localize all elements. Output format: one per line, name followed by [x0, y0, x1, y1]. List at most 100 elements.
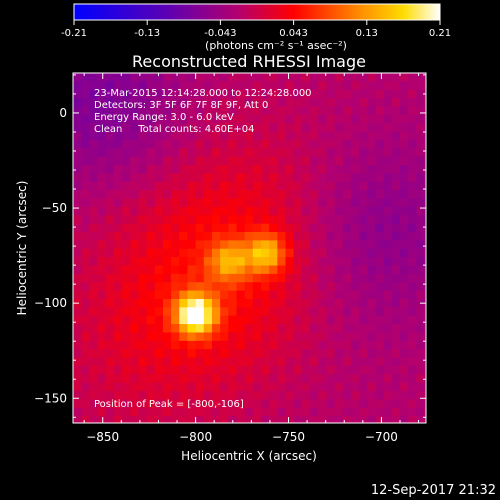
heatmap-cell [375, 148, 385, 158]
heatmap-cell [285, 307, 295, 317]
heatmap-cell [359, 282, 368, 292]
heatmap-cell [89, 190, 99, 200]
heatmap-cell [179, 324, 189, 334]
heatmap-cell [277, 139, 287, 149]
heatmap-cell [399, 106, 409, 116]
heatmap-cell [359, 156, 368, 166]
heatmap-cell [318, 139, 328, 149]
heatmap-cell [171, 340, 180, 350]
heatmap-cell [97, 265, 107, 275]
heatmap-cell [350, 215, 360, 225]
heatmap-cell [236, 332, 246, 342]
heatmap-cell [293, 81, 303, 91]
heatmap-cell [416, 365, 426, 375]
heatmap-cell [383, 240, 393, 250]
heatmap-cell [73, 181, 82, 191]
heatmap-cell [122, 148, 131, 158]
heatmap-cell [138, 349, 148, 359]
heatmap-cell [220, 324, 229, 334]
heatmap-cell [269, 416, 278, 423]
heatmap-cell [187, 232, 197, 241]
heatmap-cell [146, 215, 156, 225]
heatmap-cell [122, 399, 131, 409]
heatmap-cell [130, 265, 139, 275]
heatmap-cell [244, 240, 254, 250]
heatmap-cell [220, 240, 229, 250]
heatmap-cell [350, 257, 360, 267]
heatmap-cell [252, 324, 262, 334]
heatmap-cell [146, 123, 156, 133]
heatmap-cell [261, 223, 270, 233]
heatmap-cell [293, 290, 303, 300]
heatmap-cell [228, 365, 238, 375]
heatmap-cell [162, 223, 172, 233]
heatmap-cell [236, 114, 246, 124]
heatmap-cell [203, 156, 213, 166]
heatmap-cell [383, 114, 393, 124]
heatmap-cell [138, 324, 148, 334]
heatmap-cell [211, 81, 221, 91]
heatmap-cell [228, 240, 238, 250]
heatmap-cell [408, 240, 417, 250]
heatmap-cell [154, 98, 164, 108]
heatmap-cell [424, 273, 426, 283]
heatmap-cell [113, 181, 123, 191]
heatmap-cell [318, 206, 328, 216]
heatmap-cell [277, 215, 287, 225]
heatmap-cell [105, 81, 115, 91]
heatmap-cell [162, 89, 172, 99]
heatmap-cell [285, 349, 295, 359]
heatmap-cell [73, 290, 82, 300]
heatmap-cell [105, 223, 115, 233]
heatmap-cell [334, 257, 344, 267]
heatmap-cell [350, 156, 360, 166]
heatmap-cell [310, 131, 319, 141]
heatmap-cell [293, 382, 303, 392]
heatmap-cell [73, 198, 82, 208]
heatmap-cell [269, 399, 278, 409]
heatmap-cell [162, 232, 172, 241]
heatmap-cell [195, 206, 205, 216]
heatmap-cell [408, 139, 417, 149]
heatmap-cell [359, 382, 368, 392]
heatmap-cell [228, 181, 238, 191]
heatmap-cell [310, 215, 319, 225]
heatmap-cell [424, 73, 426, 82]
heatmap-cell [252, 382, 262, 392]
heatmap-cell [252, 114, 262, 124]
heatmap-cell [326, 340, 336, 350]
heatmap-cell [285, 232, 295, 241]
heatmap-cell [293, 315, 303, 325]
heatmap-cell [211, 232, 221, 241]
heatmap-cell [179, 198, 189, 208]
heatmap-cell [73, 257, 82, 267]
heatmap-cell [367, 148, 377, 158]
heatmap-cell [293, 114, 303, 124]
heatmap-cell [261, 114, 270, 124]
heatmap-cell [203, 223, 213, 233]
heatmap-cell [220, 248, 229, 258]
heatmap-cell [277, 181, 287, 191]
heatmap-cell [326, 123, 336, 133]
heatmap-cell [130, 391, 139, 401]
heatmap-cell [350, 298, 360, 308]
heatmap-cell [342, 298, 352, 308]
heatmap-cell [269, 139, 278, 149]
heatmap-cell [236, 324, 246, 334]
heatmap-cell [203, 73, 213, 82]
heatmap-cell [162, 198, 172, 208]
heatmap-cell [375, 173, 385, 183]
heatmap-cell [318, 391, 328, 401]
heatmap-cell [301, 106, 311, 116]
heatmap-cell [293, 357, 303, 367]
heatmap-cell [113, 324, 123, 334]
heatmap-cell [301, 232, 311, 241]
heatmap-cell [310, 273, 319, 283]
heatmap-cell [391, 382, 401, 392]
heatmap-cell [252, 315, 262, 325]
heatmap-cell [375, 357, 385, 367]
heatmap-cell [269, 131, 278, 141]
heatmap-cell [326, 307, 336, 317]
heatmap-cell [416, 89, 426, 99]
heatmap-cell [326, 324, 336, 334]
